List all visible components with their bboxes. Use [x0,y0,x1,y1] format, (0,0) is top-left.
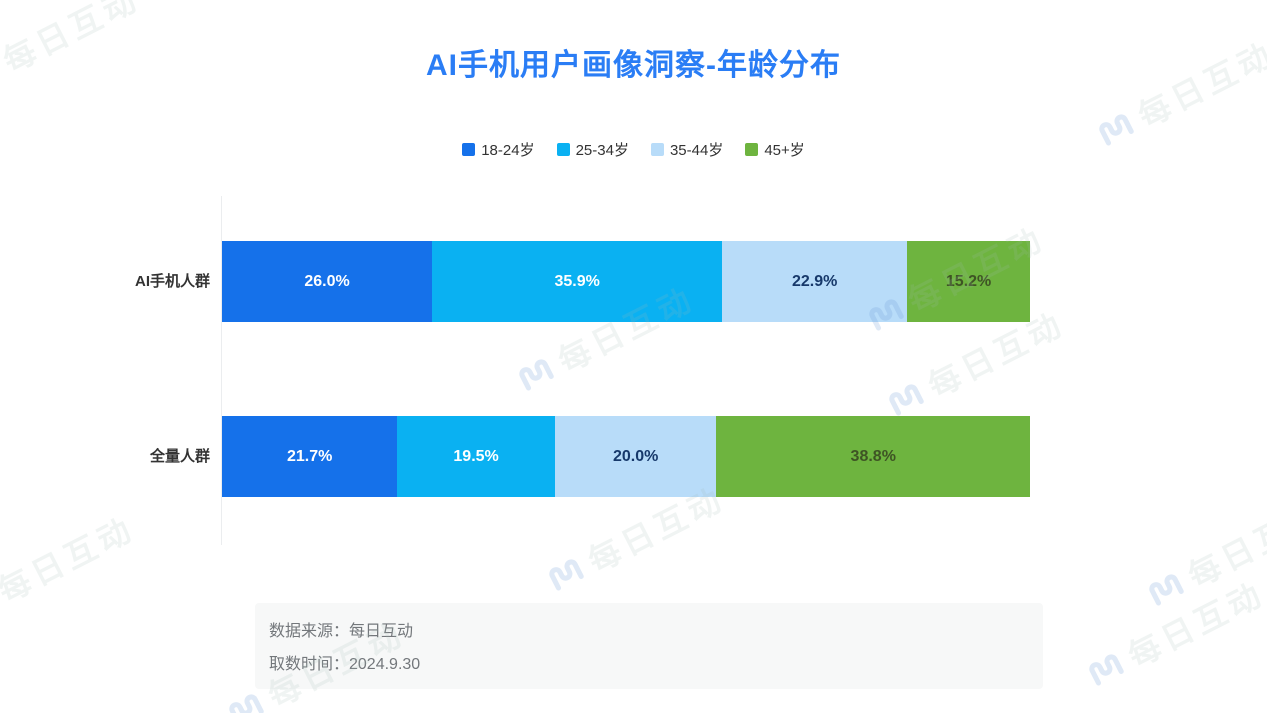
y-axis-line [221,196,222,545]
bar-segment-0-0: 26.0% [222,241,433,322]
bar-segment-1-1: 19.5% [397,416,555,497]
data-source-text: 数据来源：每日互动 [269,623,414,640]
bar-segment-0-1: 35.9% [432,241,723,322]
legend-label: 18-24岁 [481,142,535,159]
legend-swatch [745,143,759,156]
category-label-0: AI手机人群 [134,273,210,290]
chart-legend: 18-24岁 25-34岁 35-44岁 45+岁 [0,139,1267,160]
legend-item-3: 45+岁 [745,139,805,160]
bar-segment-1-2: 20.0% [554,416,717,497]
legend-label: 35-44岁 [669,142,724,159]
bar-segment-1-3: 38.8% [716,416,1030,497]
legend-swatch [556,143,570,156]
legend-item-1: 25-34岁 [556,139,629,160]
bar-segment-0-3: 15.2% [907,241,1030,322]
legend-label: 25-34岁 [575,142,629,159]
bar-segment-1-0: 21.7% [222,416,398,497]
page-title: AI手机用户画像洞察-年龄分布 [426,49,841,82]
data-source-panel: 数据来源：每日互动 取数时间：2024.9.30 [255,603,1043,689]
legend-item-0: 18-24岁 [462,139,535,160]
bar-row-0: 26.0% 35.9% 22.9% 15.2% [222,241,1030,322]
legend-swatch [462,143,476,156]
bar-segment-0-2: 22.9% [722,241,908,322]
data-date-text: 取数时间：2024.9.30 [269,656,421,673]
legend-item-2: 35-44岁 [650,139,724,160]
legend-swatch [650,143,664,156]
bar-row-1: 21.7% 19.5% 20.0% 38.8% [222,416,1030,497]
legend-label: 45+岁 [764,142,805,159]
category-label-1: 全量人群 [149,448,210,465]
